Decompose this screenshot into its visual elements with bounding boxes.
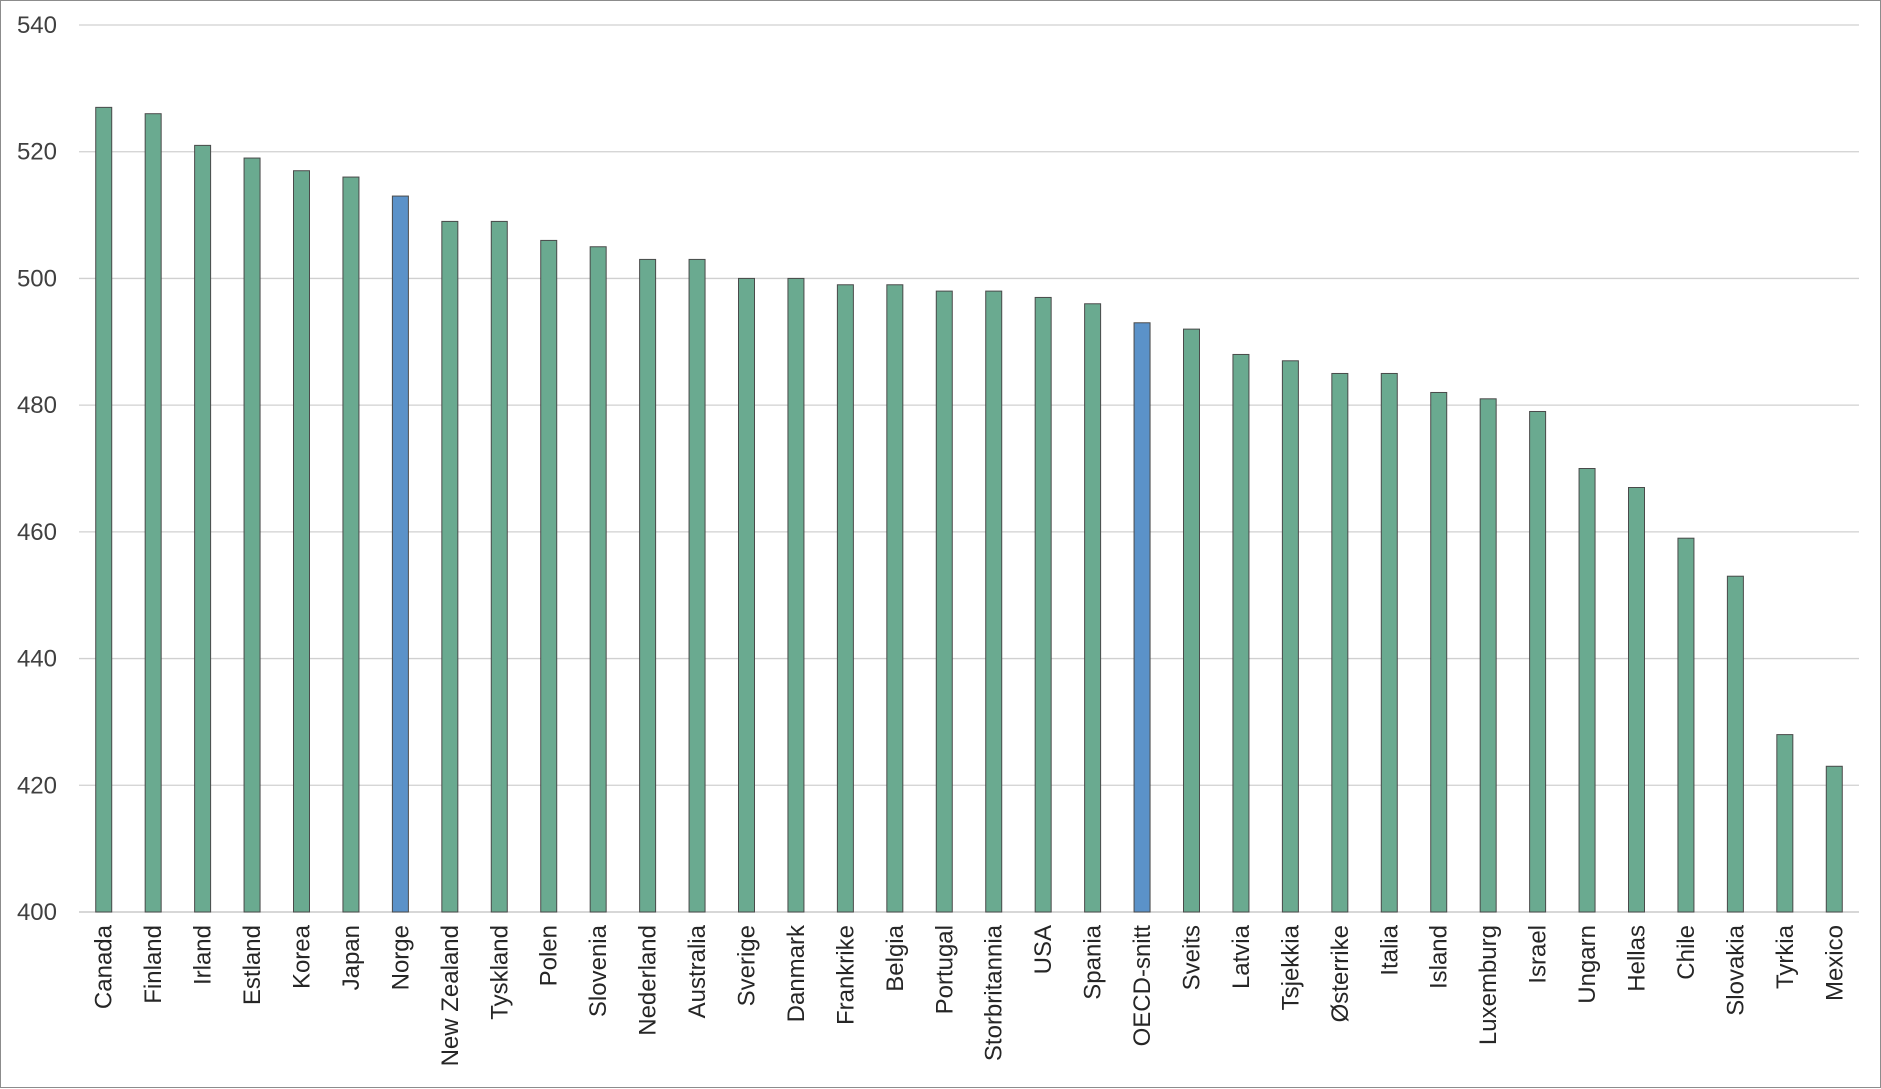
bar-spania — [1084, 303, 1102, 913]
x-tick-label: Frankrike — [832, 925, 859, 1025]
y-tick-label: 460 — [17, 519, 57, 546]
x-tick-label: New Zealand — [437, 925, 464, 1066]
y-tick-label: 500 — [17, 265, 57, 292]
bar-estland — [243, 157, 261, 913]
x-tick-label: Italia — [1376, 924, 1403, 975]
x-tick-label: Portugal — [931, 925, 958, 1014]
bar-japan — [342, 176, 360, 913]
bar-mexico — [1825, 765, 1843, 913]
x-tick-label: Australia — [684, 924, 711, 1018]
bar-chile — [1677, 537, 1695, 913]
bar-østerrike — [1331, 372, 1349, 913]
x-tick-label: Storbritannia — [981, 924, 1008, 1061]
y-tick-label: 540 — [17, 12, 57, 39]
x-tick-label: Canada — [91, 924, 118, 1009]
bar-korea — [293, 170, 310, 913]
x-tick-label: Danmark — [783, 924, 810, 1022]
y-tick-label: 420 — [17, 772, 57, 799]
bar-polen — [540, 239, 558, 913]
bar-sverige — [738, 277, 755, 913]
x-axis-labels: Canada Finland Irland Estland Korea Japan Norg… — [91, 924, 1849, 1066]
bar-island — [1430, 391, 1448, 913]
x-tick-label: Ungarn — [1574, 925, 1601, 1004]
x-tick-label: Latvia — [1228, 924, 1255, 989]
bar-oecd-snitt — [1133, 322, 1151, 913]
y-tick-label: 520 — [17, 139, 57, 166]
x-tick-label: USA — [1030, 925, 1057, 974]
bar-portugal — [935, 290, 953, 913]
x-tick-label: Hellas — [1624, 925, 1651, 992]
bar-ungarn — [1578, 468, 1596, 913]
y-tick-label: 400 — [17, 899, 57, 926]
bar-canada — [95, 106, 113, 913]
x-tick-label: Tyrkia — [1772, 924, 1799, 989]
x-tick-label: Island — [1426, 925, 1453, 989]
bar-storbritannia — [985, 290, 1003, 913]
x-tick-label: Israel — [1525, 925, 1552, 984]
x-tick-label: Østerrike — [1327, 925, 1354, 1022]
gridlines — [79, 24, 1859, 913]
x-tick-label: Mexico — [1821, 925, 1848, 1001]
bar-latvia — [1232, 353, 1250, 913]
y-axis-ticks: 400 420 440 460 480 500 520 540 — [17, 12, 57, 926]
x-tick-label: Japan — [338, 925, 365, 990]
x-tick-label: OECD-snitt — [1129, 925, 1156, 1047]
x-tick-label: Estland — [239, 925, 266, 1005]
bar-slovenia — [589, 246, 607, 913]
x-tick-label: Sverige — [734, 925, 761, 1006]
y-tick-label: 480 — [17, 392, 57, 419]
x-tick-label: Chile — [1673, 925, 1700, 980]
x-tick-label: Norge — [387, 925, 414, 990]
x-tick-label: Nederland — [635, 925, 662, 1036]
bar-luxemburg — [1479, 398, 1497, 913]
bar-tyrkia — [1776, 734, 1794, 913]
x-tick-label: Korea — [289, 924, 316, 989]
bar-finland — [144, 113, 162, 913]
bar-tsjekkia — [1281, 360, 1299, 913]
bar-israel — [1529, 410, 1547, 913]
bar-italia — [1380, 372, 1398, 913]
bar-australia — [688, 258, 706, 913]
bar-nederland — [639, 258, 657, 913]
x-tick-label: Irland — [190, 925, 217, 985]
bar-hellas — [1628, 487, 1645, 913]
bar-norge — [391, 195, 409, 913]
bar-danmark — [787, 277, 805, 913]
bar-slovakia — [1726, 575, 1744, 913]
bar-new-zealand — [441, 220, 459, 913]
bar-frankrike — [836, 284, 854, 913]
y-tick-label: 440 — [17, 646, 57, 673]
x-tick-label: Slovakia — [1722, 924, 1749, 1015]
x-tick-label: Slovenia — [585, 924, 612, 1017]
bar-usa — [1034, 296, 1052, 913]
x-tick-label: Tyskland — [486, 925, 513, 1020]
bar-belgia — [886, 284, 904, 913]
x-tick-label: Luxemburg — [1475, 925, 1502, 1045]
x-tick-label: Polen — [536, 925, 563, 986]
x-tick-label: Spania — [1080, 924, 1107, 999]
bar-tyskland — [490, 220, 508, 913]
x-tick-label: Finland — [140, 925, 167, 1004]
bars — [95, 106, 1843, 913]
bar-sveits — [1183, 328, 1200, 913]
bar-irland — [194, 144, 212, 913]
x-tick-label: Sveits — [1179, 925, 1206, 990]
x-tick-label: Belgia — [882, 924, 909, 991]
x-tick-label: Tsjekkia — [1277, 924, 1304, 1010]
